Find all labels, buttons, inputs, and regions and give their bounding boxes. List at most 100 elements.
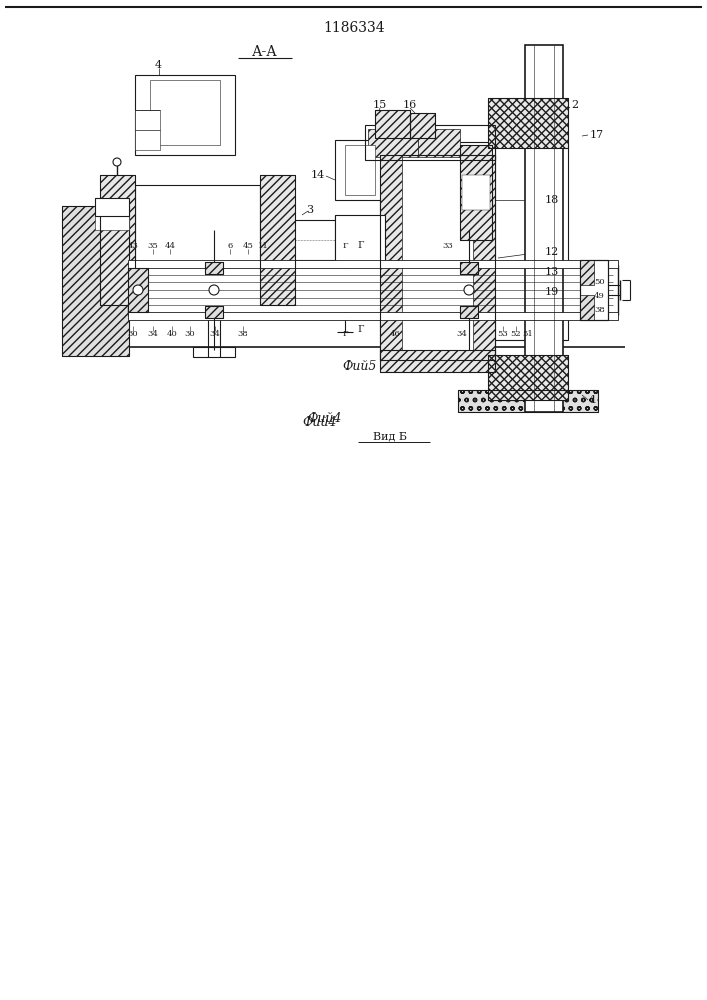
- Text: 53: 53: [498, 330, 508, 338]
- Text: 33: 33: [443, 242, 453, 250]
- Bar: [135, 110, 160, 150]
- Text: 52: 52: [510, 330, 521, 338]
- Bar: [205, 262, 223, 274]
- Bar: [418, 129, 460, 157]
- Bar: [380, 350, 495, 372]
- Text: 1186334: 1186334: [323, 21, 385, 35]
- Text: Фий4: Фий4: [308, 412, 342, 424]
- Bar: [260, 175, 295, 305]
- Bar: [128, 268, 148, 312]
- Text: 30: 30: [128, 330, 139, 338]
- Bar: [462, 175, 490, 210]
- Text: Фий4: Фий4: [303, 416, 337, 428]
- Text: 50: 50: [594, 278, 604, 286]
- Bar: [488, 98, 568, 148]
- Bar: [380, 155, 402, 360]
- Text: 43: 43: [127, 242, 139, 250]
- Bar: [128, 312, 618, 320]
- Text: 30: 30: [185, 330, 195, 338]
- Bar: [135, 75, 235, 155]
- Text: 38: 38: [594, 306, 604, 314]
- Text: 34: 34: [457, 330, 467, 338]
- Text: 12: 12: [545, 247, 559, 257]
- Text: 18: 18: [545, 195, 559, 205]
- Bar: [460, 262, 478, 274]
- Circle shape: [464, 285, 474, 295]
- Text: 40: 40: [167, 330, 177, 338]
- Bar: [580, 295, 594, 320]
- Bar: [128, 265, 618, 315]
- Bar: [100, 175, 135, 305]
- Text: 51: 51: [522, 330, 533, 338]
- Bar: [62, 206, 129, 356]
- Bar: [402, 160, 473, 355]
- Text: 38: 38: [238, 330, 248, 338]
- Bar: [128, 268, 148, 312]
- Text: Г: Г: [342, 330, 348, 338]
- Bar: [95, 198, 129, 216]
- Bar: [525, 45, 563, 412]
- Bar: [62, 206, 129, 356]
- Text: Фий5: Фий5: [343, 360, 378, 373]
- Text: Вид Б: Вид Б: [373, 431, 407, 441]
- Text: Г: Г: [342, 242, 348, 250]
- Bar: [375, 110, 410, 138]
- Text: 49: 49: [594, 292, 605, 300]
- Bar: [410, 113, 435, 138]
- Bar: [460, 145, 492, 240]
- Circle shape: [133, 285, 143, 295]
- Bar: [580, 260, 594, 285]
- Text: А-А: А-А: [252, 45, 278, 59]
- Bar: [460, 262, 478, 274]
- Bar: [488, 98, 568, 148]
- Bar: [100, 175, 135, 305]
- Bar: [205, 306, 223, 318]
- Text: 4: 4: [154, 60, 162, 70]
- Text: 19: 19: [545, 287, 559, 297]
- Text: 3: 3: [306, 205, 314, 215]
- Text: 44: 44: [165, 242, 175, 250]
- Bar: [375, 110, 410, 138]
- Bar: [460, 145, 492, 240]
- Text: Г: Г: [357, 326, 363, 334]
- Text: Г: Г: [357, 241, 363, 250]
- Bar: [488, 355, 568, 400]
- Text: 34: 34: [209, 330, 221, 338]
- Text: 35: 35: [148, 242, 158, 250]
- Bar: [460, 306, 478, 318]
- Text: 15: 15: [373, 100, 387, 110]
- Text: 1: 1: [590, 395, 597, 405]
- Bar: [345, 145, 375, 195]
- Bar: [128, 260, 618, 268]
- Bar: [135, 185, 260, 295]
- Bar: [580, 260, 608, 320]
- Circle shape: [209, 285, 219, 295]
- Bar: [448, 347, 490, 357]
- Bar: [150, 80, 220, 145]
- Text: 13: 13: [545, 267, 559, 277]
- Bar: [335, 215, 385, 265]
- Bar: [460, 306, 478, 318]
- Bar: [380, 155, 495, 360]
- Bar: [365, 125, 495, 160]
- Bar: [193, 347, 235, 357]
- Bar: [410, 113, 435, 138]
- Text: 46: 46: [390, 330, 400, 338]
- Bar: [580, 260, 608, 320]
- Bar: [205, 262, 223, 274]
- Bar: [380, 350, 495, 372]
- Bar: [260, 175, 295, 305]
- Bar: [458, 390, 598, 412]
- Bar: [365, 142, 495, 160]
- Text: 17: 17: [590, 130, 604, 140]
- Bar: [488, 355, 568, 400]
- Circle shape: [113, 158, 121, 166]
- Bar: [473, 155, 495, 360]
- Bar: [488, 98, 568, 148]
- Bar: [488, 355, 568, 400]
- Bar: [95, 200, 129, 230]
- Text: 14: 14: [311, 170, 325, 180]
- Bar: [368, 129, 418, 157]
- Text: 2: 2: [571, 100, 578, 110]
- Bar: [458, 390, 598, 412]
